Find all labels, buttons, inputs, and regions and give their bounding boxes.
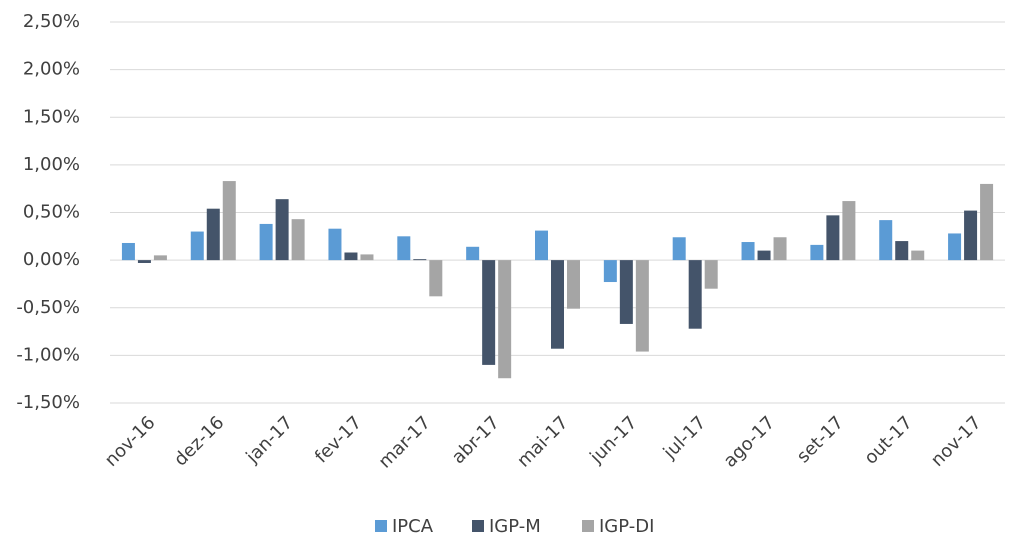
- bar: [121, 242, 135, 261]
- bar: [466, 246, 480, 261]
- y-tick-label: 2,50%: [23, 11, 80, 32]
- bar: [842, 201, 856, 261]
- y-tick-label: 1,50%: [23, 106, 80, 127]
- bar: [911, 250, 925, 261]
- x-tick-label: mar-17: [375, 412, 435, 472]
- bar: [619, 260, 633, 324]
- bar: [757, 250, 771, 261]
- bar: [948, 233, 962, 261]
- x-tick-label: set-17: [793, 412, 848, 467]
- bar: [413, 259, 427, 261]
- x-tick-label: jun-17: [585, 412, 641, 468]
- y-tick-label: 2,00%: [23, 59, 80, 80]
- x-tick-label: out-17: [860, 412, 916, 468]
- legend-swatch: [375, 520, 387, 532]
- bar: [741, 242, 755, 261]
- legend-swatch: [582, 520, 594, 532]
- x-tick-label: jul-17: [659, 412, 710, 463]
- x-tick-label: fev-17: [311, 412, 366, 467]
- y-tick-label: 1,00%: [23, 154, 80, 175]
- bar: [328, 228, 342, 261]
- y-tick-label: 0,50%: [23, 202, 80, 223]
- bar: [895, 241, 909, 261]
- bar: [672, 237, 686, 261]
- bar: [482, 260, 496, 365]
- bar: [688, 260, 702, 329]
- bar: [551, 260, 564, 349]
- bar: [810, 244, 824, 261]
- x-tick-label: jan-17: [241, 412, 297, 468]
- bar: [291, 219, 305, 261]
- bar: [603, 260, 617, 283]
- bar: [153, 255, 167, 261]
- y-tick-label: -1,00%: [16, 344, 80, 365]
- bar: [773, 237, 787, 261]
- bar: [190, 231, 204, 261]
- y-tick-label: -0,50%: [16, 297, 80, 318]
- bar: [397, 236, 411, 261]
- bar: [429, 260, 443, 297]
- bar: [535, 230, 548, 261]
- legend-swatch: [472, 520, 484, 532]
- legend-label: IGP-M: [489, 516, 541, 537]
- bar: [964, 210, 978, 261]
- bar: [826, 215, 840, 261]
- bar: [206, 208, 220, 261]
- x-tick-label: abr-17: [448, 412, 504, 468]
- bar: [259, 223, 273, 261]
- legend-label: IPCA: [392, 516, 434, 537]
- x-tick-label: nov-17: [927, 412, 986, 471]
- x-tick-label: nov-16: [101, 412, 160, 471]
- bar: [704, 260, 718, 289]
- bar: [879, 220, 893, 261]
- bar: [980, 183, 994, 261]
- legend-label: IGP-DI: [599, 516, 654, 537]
- x-tick-label: dez-16: [170, 412, 228, 470]
- bar: [222, 181, 236, 261]
- bar: [360, 254, 374, 261]
- x-tick-label: mai-17: [513, 412, 572, 471]
- bar: [275, 199, 289, 261]
- bar: [137, 260, 151, 263]
- bar: [498, 260, 512, 379]
- y-tick-label: -1,50%: [16, 392, 80, 413]
- y-tick-label: 0,00%: [23, 249, 80, 270]
- bar: [567, 260, 580, 309]
- x-tick-label: ago-17: [720, 412, 780, 472]
- bar: [635, 260, 649, 352]
- bar: [344, 252, 358, 261]
